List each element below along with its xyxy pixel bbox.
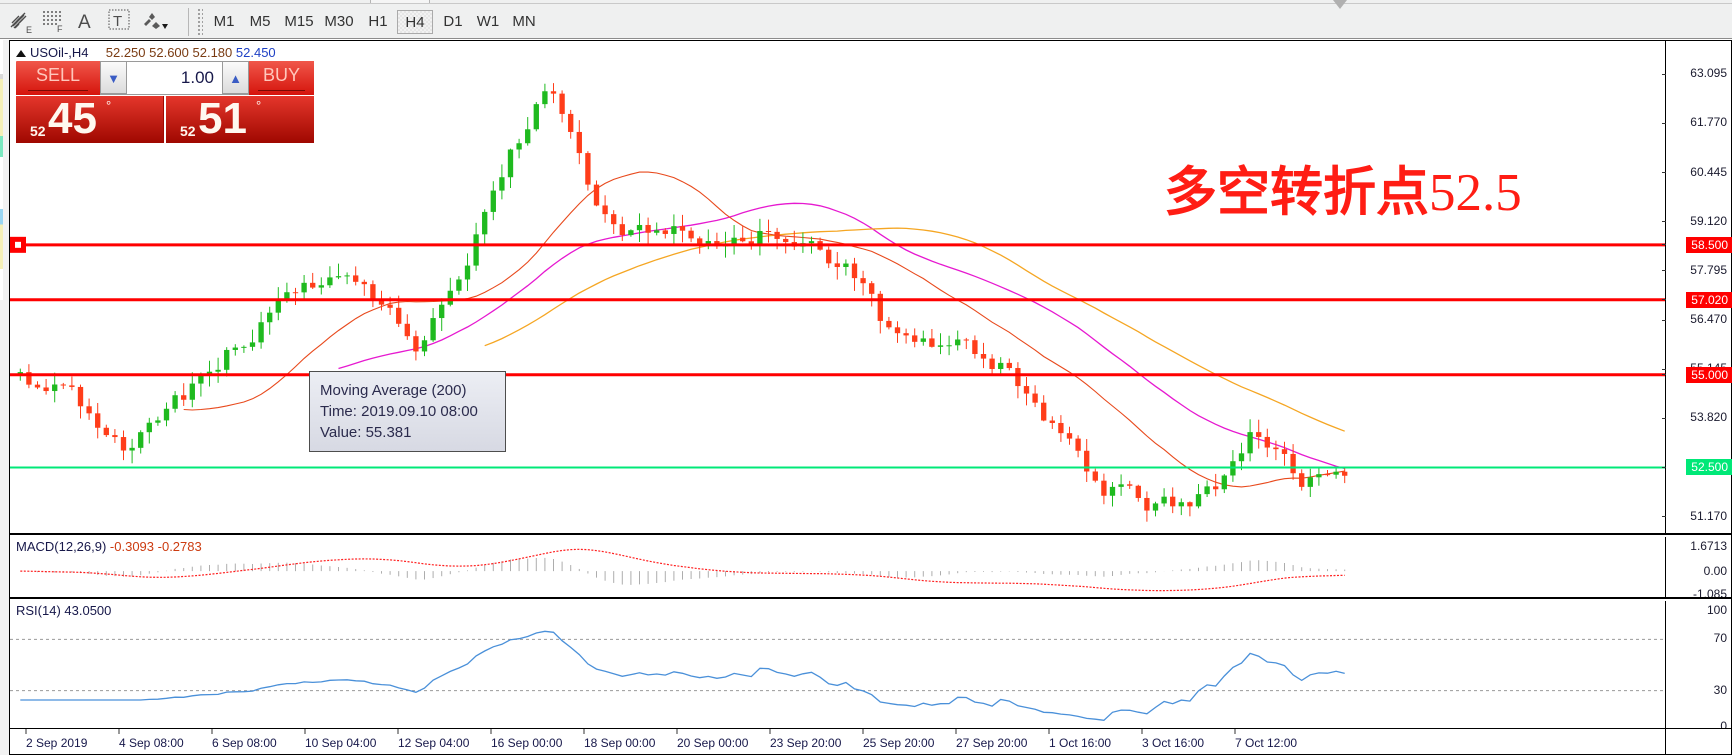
svg-text:F: F <box>57 24 63 34</box>
svg-text:27 Sep 20:00: 27 Sep 20:00 <box>956 736 1028 750</box>
svg-text:12 Sep 04:00: 12 Sep 04:00 <box>398 736 470 750</box>
svg-text:25 Sep 20:00: 25 Sep 20:00 <box>863 736 935 750</box>
svg-text:16 Sep 00:00: 16 Sep 00:00 <box>491 736 563 750</box>
svg-text:1 Oct 16:00: 1 Oct 16:00 <box>1049 736 1111 750</box>
svg-text:E: E <box>26 25 32 35</box>
svg-text:2 Sep 2019: 2 Sep 2019 <box>26 736 88 750</box>
svg-text:T: T <box>113 13 122 30</box>
svg-text:10 Sep 04:00: 10 Sep 04:00 <box>305 736 377 750</box>
svg-text:4 Sep 08:00: 4 Sep 08:00 <box>119 736 184 750</box>
svg-text:18 Sep 00:00: 18 Sep 00:00 <box>584 736 656 750</box>
svg-text:6 Sep 08:00: 6 Sep 08:00 <box>212 736 277 750</box>
svg-text:7 Oct 12:00: 7 Oct 12:00 <box>1235 736 1297 750</box>
svg-text:A: A <box>78 12 91 33</box>
svg-text:20 Sep 00:00: 20 Sep 00:00 <box>677 736 749 750</box>
svg-text:3 Oct 16:00: 3 Oct 16:00 <box>1142 736 1204 750</box>
svg-text:23 Sep 20:00: 23 Sep 20:00 <box>770 736 842 750</box>
